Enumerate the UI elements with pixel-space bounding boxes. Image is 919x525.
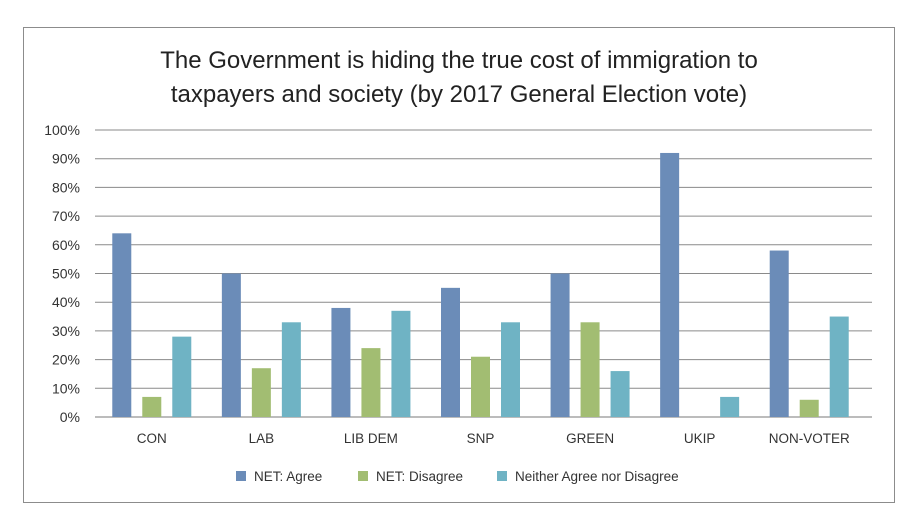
legend-label-neither-agree-nor-disagree: Neither Agree nor Disagree <box>515 469 679 484</box>
y-tick-label-70: 70% <box>52 208 80 224</box>
x-axis-category-labels: CON LAB LIB DEM SNP GREEN UKIP NON-VOTER <box>137 431 850 446</box>
chart-title-line-1: The Government is hiding the true cost o… <box>160 47 758 74</box>
bar-snp-net-agree <box>441 287 460 417</box>
bar-con-net-agree <box>112 233 132 417</box>
y-tick-label-40: 40% <box>52 294 80 310</box>
x-category-label-con: CON <box>137 431 167 446</box>
bar-green-neither-agree-nor-disagree <box>610 371 630 417</box>
y-tick-label-80: 80% <box>52 179 80 195</box>
bar-con-net-disagree <box>142 396 162 417</box>
x-category-label-ukip: UKIP <box>684 431 716 446</box>
bar-snp-neither-agree-nor-disagree <box>501 322 520 417</box>
x-category-label-snp: SNP <box>467 431 495 446</box>
bar-ukip-neither-agree-nor-disagree <box>720 396 740 417</box>
bar-lab-net-agree <box>221 273 241 417</box>
chart-frame <box>23 27 895 503</box>
bar-snp-net-disagree <box>471 356 490 417</box>
legend-swatch-net-agree <box>236 471 246 481</box>
bar-non-voter-neither-agree-nor-disagree <box>829 316 849 417</box>
chart-title-line-2: taxpayers and society (by 2017 General E… <box>171 81 747 108</box>
bar-lab-neither-agree-nor-disagree <box>281 322 301 417</box>
legend-swatch-net-disagree <box>358 471 368 481</box>
y-tick-label-0: 0% <box>60 409 80 425</box>
y-tick-label-10: 10% <box>52 380 80 396</box>
bar-green-net-agree <box>550 273 570 417</box>
bar-lib-dem-net-disagree <box>361 348 381 417</box>
y-tick-label-60: 60% <box>52 237 80 253</box>
bar-lib-dem-neither-agree-nor-disagree <box>391 310 411 417</box>
legend-label-net-disagree: NET: Disagree <box>376 469 463 484</box>
bar-non-voter-net-disagree <box>799 399 819 417</box>
y-tick-label-20: 20% <box>52 352 80 368</box>
y-tick-label-100: 100% <box>44 122 80 138</box>
y-axis-tick-labels: 0% 10% 20% 30% 40% 50% 60% 70% 80% 90% 100% <box>44 122 80 425</box>
legend-label-net-agree: NET: Agree <box>254 469 322 484</box>
bar-non-voter-net-agree <box>769 250 789 417</box>
bar-ukip-net-agree <box>660 152 680 417</box>
bar-con-neither-agree-nor-disagree <box>172 336 192 417</box>
x-category-label-lib-dem: LIB DEM <box>344 431 398 446</box>
y-tick-label-50: 50% <box>52 266 80 282</box>
legend-swatch-neither-agree-nor-disagree <box>497 471 507 481</box>
bar-lib-dem-net-agree <box>331 307 351 417</box>
y-tick-label-30: 30% <box>52 323 80 339</box>
bar-green-net-disagree <box>580 322 600 417</box>
y-tick-label-90: 90% <box>52 151 80 167</box>
bar-lab-net-disagree <box>251 368 271 417</box>
x-category-label-green: GREEN <box>566 431 614 446</box>
x-category-label-non-voter: NON-VOTER <box>769 431 850 446</box>
legend: NET: Agree NET: Disagree Neither Agree nor… <box>236 469 679 484</box>
x-category-label-lab: LAB <box>249 431 275 446</box>
bars <box>112 152 849 417</box>
